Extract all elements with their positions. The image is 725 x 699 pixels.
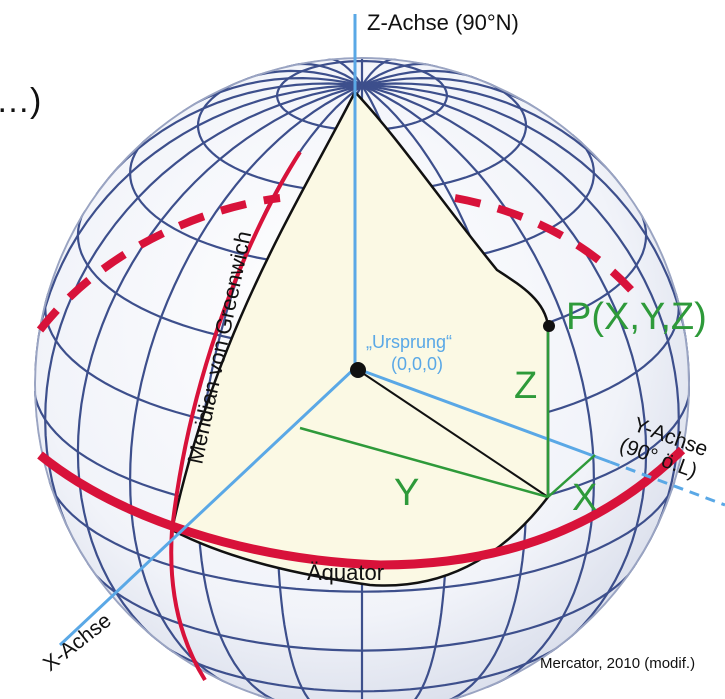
grid-line (196, 74, 364, 194)
grid-line (48, 481, 364, 593)
sphere-outline (34, 57, 690, 699)
y-component-label: Y (394, 472, 419, 514)
greenwich-meridian-line (169, 150, 302, 682)
grid-line (360, 563, 638, 652)
x-component-label: X (572, 477, 597, 519)
grid-line (360, 481, 676, 593)
radius-line (354, 367, 549, 498)
equator-line (37, 446, 686, 570)
grid-line (360, 84, 648, 654)
corner-fragment-label: …) (0, 82, 41, 120)
z-axis-label: Z-Achse (90°N) (367, 10, 519, 35)
y-axis-line (354, 366, 611, 464)
point-p-marker (543, 320, 555, 332)
z-component-label: Z (514, 365, 537, 407)
origin-coords-label: (0,0,0) (391, 354, 443, 374)
y-axis-line-outer (609, 460, 725, 507)
grid-line (86, 563, 364, 652)
y-component-line (299, 426, 549, 499)
x-component-line (547, 454, 596, 498)
grid-line (128, 84, 364, 689)
grid-line (76, 84, 364, 654)
x-axis-line (58, 366, 357, 647)
x-axis-label: X-Achse (39, 609, 116, 676)
equator-label: Äquator (307, 560, 384, 585)
grid-line (360, 84, 596, 689)
point-p-label: P(X,Y,Z) (566, 296, 707, 338)
origin-name-label: „Ursprung“ (366, 332, 452, 352)
grid-line (34, 84, 364, 371)
grid-line (275, 60, 449, 132)
credit-label: Mercator, 2010 (modif.) (540, 655, 695, 672)
equator-back-dashed (36, 194, 644, 333)
origin-point (350, 362, 366, 378)
